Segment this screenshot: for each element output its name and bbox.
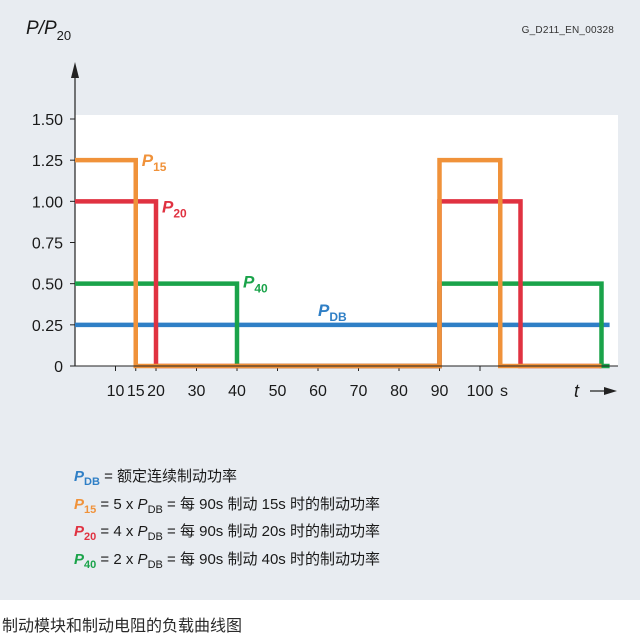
x-tick-label: 50 [269, 383, 287, 400]
x-tick-label: 40 [228, 383, 246, 400]
figure-code: G_D211_EN_00328 [521, 25, 614, 36]
x-tick-label: 60 [309, 383, 327, 400]
x-unit-label: s [500, 383, 508, 400]
legend-text-pdb: = 额定连续制动功率 [99, 468, 238, 485]
legend-text-p20: = 4 x [96, 523, 138, 540]
y-tick-label: 0 [54, 359, 63, 376]
x-tick-label: 70 [350, 383, 368, 400]
chart-figure: P/P20 G_D211_EN_00328 0 0.25 0.50 0.75 1.00 1… [0, 0, 640, 600]
legend-symbol-p20: P20 [74, 523, 97, 543]
y-axis-label: P/P20 [26, 18, 72, 43]
legend-desc-p20: = 每 90s 制动 20s 时的制动功率 [162, 523, 380, 540]
x-tick-label: 80 [390, 383, 408, 400]
legend-desc-p40: = 每 90s 制动 40s 时的制动功率 [162, 550, 380, 568]
chart-plot: 0 0.25 0.50 0.75 1.00 1.25 1.50 10 15 20 30 40 50 60 7… [32, 62, 618, 401]
series-label-p40: P40 [243, 273, 268, 296]
x-tick-label: 30 [188, 383, 206, 400]
series-line-p15 [75, 157, 602, 369]
y-tick-label: 0.75 [32, 236, 63, 253]
x-tick-label: 15 [127, 383, 145, 400]
y-tick-label: 1.25 [32, 153, 63, 170]
legend-symbol-p15: P15 [74, 495, 97, 516]
x-tick-label: 90 [431, 383, 449, 400]
y-tick-label: 0.50 [32, 277, 63, 294]
legend-symbol-p40: P40 [74, 550, 97, 571]
y-tick-label: 1.00 [32, 194, 63, 211]
x-tick-label: 100 [467, 383, 494, 400]
y-tick-label: 1.50 [32, 112, 63, 129]
legend-desc-p15: = 每 90s 制动 15s 时的制动功率 [162, 495, 380, 513]
x-tick-label: 10 [107, 383, 125, 400]
legend-pdb-ref-p40: PDB [137, 550, 163, 571]
legend-text-p15: = 5 x [96, 495, 138, 513]
x-tick-label: 20 [147, 383, 165, 400]
legend-pdb-ref-p20: PDB [137, 523, 163, 543]
legend-text-p40: = 2 x [96, 550, 138, 568]
y-tick-label: 0.25 [32, 318, 63, 335]
legend: PDB = 额定连续制动功率 P15 = 5 x PDB = 每 90s 制动 … [74, 464, 380, 574]
x-axis-arrow [604, 387, 617, 395]
legend-pdb-ref-p15: PDB [137, 495, 163, 516]
series-label-pdb: PDB [318, 301, 347, 324]
legend-symbol-pdb: PDB [74, 468, 100, 488]
legend-row-p15: P15 = 5 x PDB = 每 90s 制动 15s 时的制动功率 [74, 492, 380, 520]
x-axis-label: t [574, 381, 580, 401]
legend-row-p40: P40 = 2 x PDB = 每 90s 制动 40s 时的制动功率 [74, 547, 380, 575]
y-axis-label-sub: 20 [56, 28, 72, 43]
y-axis-arrow [71, 62, 79, 78]
series-label-p20: P20 [162, 197, 187, 220]
y-axis-label-main: P/P [26, 18, 57, 39]
legend-row-p20: P20 = 4 x PDB = 每 90s 制动 20s 时的制动功率 [74, 519, 380, 547]
legend-row-pdb: PDB = 额定连续制动功率 [74, 464, 380, 492]
figure-caption: 制动模块和制动电阻的负载曲线图 [2, 616, 243, 635]
series-label-p15: P15 [142, 151, 167, 174]
